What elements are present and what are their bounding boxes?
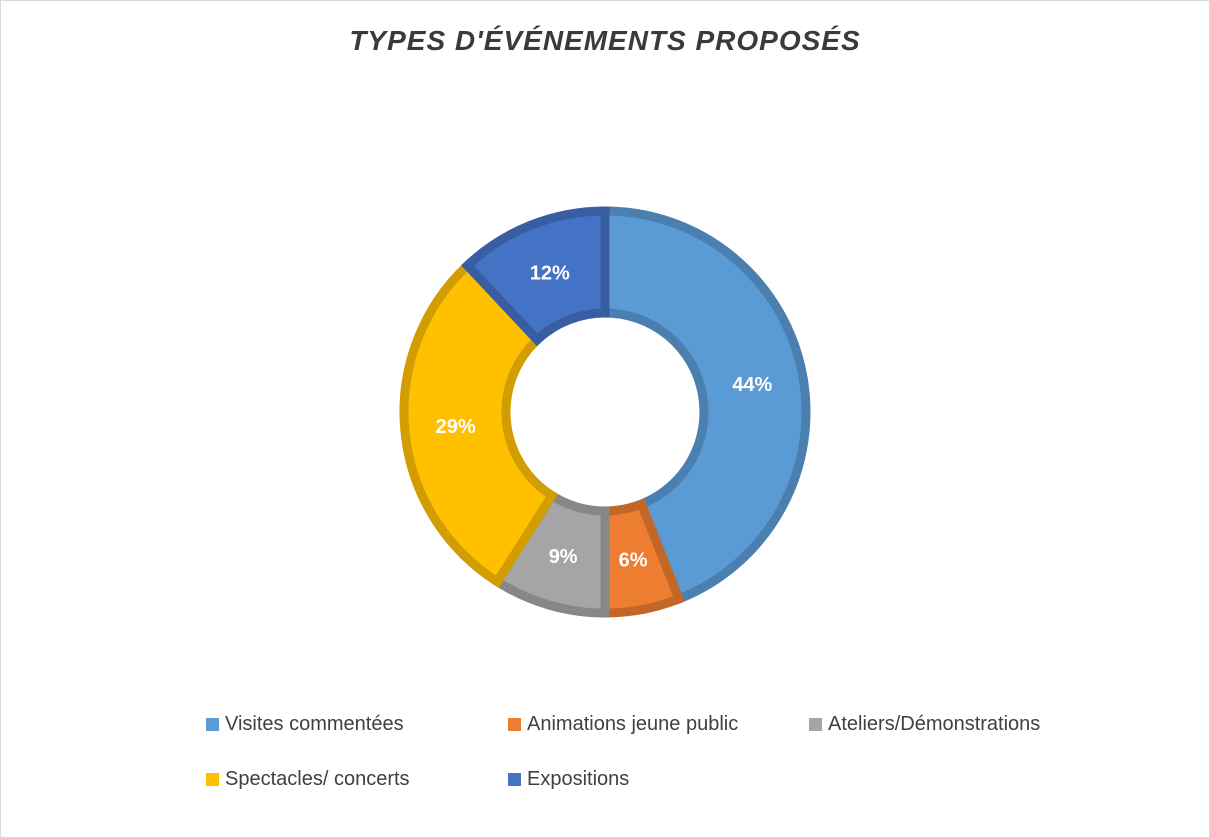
legend-swatch (809, 718, 822, 731)
donut-slice (600, 206, 811, 605)
donut-slice (399, 259, 559, 588)
data-label: 9% (549, 546, 578, 568)
legend-item: Ateliers/Démonstrations (809, 713, 1040, 736)
legend-item: Spectacles/ concerts (206, 768, 410, 791)
legend-item: Expositions (508, 768, 629, 791)
chart-title: TYPES D'ÉVÉNEMENTS PROPOSÉS (349, 25, 861, 56)
legend-swatch (508, 773, 521, 786)
legend-swatch (206, 773, 219, 786)
legend-item: Animations jeune public (508, 713, 738, 736)
legend-swatch (206, 718, 219, 731)
data-label: 12% (530, 263, 570, 285)
legend-item: Visites commentées (206, 713, 404, 736)
data-label: 44% (732, 374, 772, 396)
legend-label: Spectacles/ concerts (225, 768, 410, 790)
data-label: 6% (619, 549, 648, 571)
donut-slice (461, 206, 610, 347)
data-label: 29% (436, 416, 476, 438)
legend-label: Animations jeune public (527, 713, 739, 735)
legend-swatch (508, 718, 521, 731)
legend-label: Visites commentées (225, 713, 404, 735)
legend-label: Ateliers/Démonstrations (828, 713, 1041, 735)
legend-label: Expositions (527, 768, 630, 790)
